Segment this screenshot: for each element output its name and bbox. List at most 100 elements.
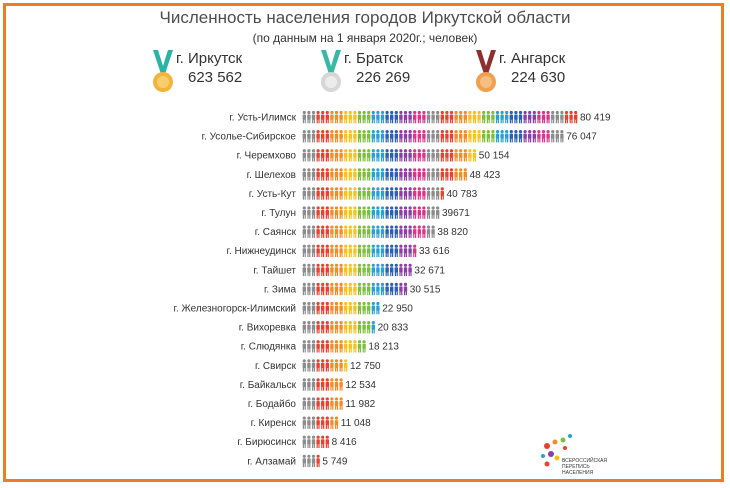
person-icon: [371, 282, 375, 296]
person-icon: [311, 359, 316, 372]
value-label: 33 616: [419, 246, 450, 257]
person-icon: [445, 149, 449, 162]
person-icon: [362, 340, 366, 353]
person-icon: [357, 321, 362, 334]
person-icon: [362, 168, 366, 181]
person-icon: [339, 378, 343, 391]
pictograph-bar: [302, 225, 435, 238]
person-icon: [339, 301, 343, 315]
person-icon: [357, 340, 362, 353]
pictograph-bar: [302, 416, 339, 429]
value-label: 22 950: [382, 304, 413, 315]
person-icon: [321, 397, 325, 410]
person-icon: [339, 359, 343, 372]
person-icon: [376, 225, 380, 238]
page-title: Численность населения городов Иркутской …: [159, 8, 571, 27]
person-icon: [399, 168, 403, 181]
person-icon: [399, 149, 403, 162]
person-icon: [449, 110, 454, 124]
person-icon: [463, 110, 467, 124]
person-icon: [371, 168, 375, 181]
silver-medal-icon: [321, 50, 341, 92]
person-icon: [353, 110, 357, 124]
person-icon: [348, 187, 352, 200]
pictograph-bar: [302, 321, 375, 334]
person-icon: [330, 187, 334, 200]
person-icon: [357, 110, 362, 124]
person-icon: [371, 149, 375, 162]
person-icon: [307, 435, 311, 448]
person-icon: [417, 206, 421, 219]
person-icon: [390, 149, 394, 162]
person-icon: [348, 130, 352, 143]
person-icon: [321, 168, 325, 181]
person-icon: [325, 149, 329, 162]
person-icon: [311, 378, 316, 391]
person-icon: [339, 225, 343, 238]
person-icon: [362, 282, 366, 296]
census-logo-icon: [541, 434, 572, 467]
pictograph-bar: [302, 359, 348, 372]
person-icon: [307, 321, 311, 334]
person-icon: [403, 187, 408, 200]
category-label: г. Зима: [264, 284, 296, 295]
person-icon: [367, 187, 371, 200]
person-icon: [311, 321, 316, 334]
person-icon: [334, 187, 339, 200]
person-icon: [330, 206, 334, 219]
category-label: г. Тайшет: [253, 265, 296, 276]
person-icon: [394, 110, 398, 124]
person-icon: [541, 110, 546, 124]
person-icon: [376, 149, 380, 162]
person-icon: [459, 168, 463, 181]
pictograph-bar: [302, 378, 343, 391]
person-icon: [403, 110, 408, 124]
person-icon: [431, 149, 435, 162]
person-icon: [302, 378, 306, 391]
person-icon: [449, 149, 454, 162]
person-icon: [357, 263, 362, 277]
person-icon: [307, 168, 311, 181]
category-label: г. Вихоревка: [239, 323, 297, 334]
person-icon: [454, 168, 458, 181]
person-icon: [518, 110, 523, 124]
person-icon: [385, 149, 389, 162]
person-icon: [440, 110, 444, 124]
person-icon: [334, 168, 339, 181]
person-icon: [436, 187, 440, 200]
person-icon: [362, 187, 366, 200]
person-icon: [463, 168, 467, 181]
person-icon: [413, 225, 417, 238]
person-icon: [394, 206, 398, 219]
person-icon: [321, 301, 325, 315]
person-icon: [376, 110, 380, 124]
category-label: г. Тулун: [261, 208, 296, 219]
gold-medal-icon: [153, 50, 173, 92]
person-icon: [399, 187, 403, 200]
person-icon: [468, 130, 472, 143]
pictograph-bar: [302, 168, 467, 181]
person-icon: [367, 301, 371, 315]
person-icon: [357, 282, 362, 296]
person-icon: [380, 168, 385, 181]
person-icon: [399, 225, 403, 238]
person-icon: [316, 206, 320, 219]
person-icon: [316, 301, 320, 315]
person-icon: [330, 340, 334, 353]
person-icon: [330, 416, 334, 429]
person-icon: [482, 110, 486, 124]
person-icon: [403, 244, 408, 257]
person-icon: [339, 397, 343, 410]
category-label: г. Усть-Кут: [249, 189, 297, 200]
person-icon: [449, 130, 454, 143]
category-label: г. Свирск: [255, 361, 297, 372]
person-icon: [316, 263, 320, 277]
person-icon: [311, 206, 316, 219]
person-icon: [362, 244, 366, 257]
person-icon: [339, 130, 343, 143]
person-icon: [537, 130, 541, 143]
person-icon: [334, 321, 339, 334]
person-icon: [417, 130, 421, 143]
person-icon: [316, 416, 320, 429]
pictograph-bar: [302, 206, 440, 219]
